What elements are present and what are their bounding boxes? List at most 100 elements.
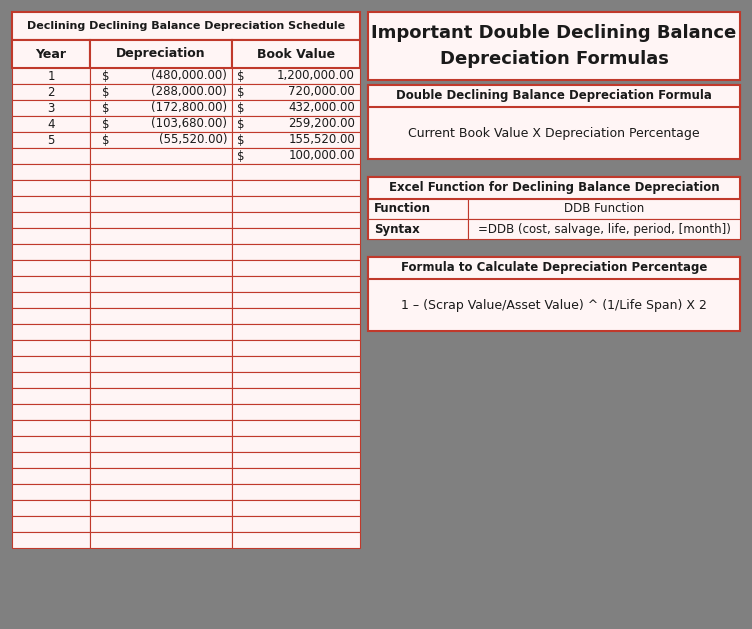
Bar <box>90 532 232 548</box>
Text: $: $ <box>237 86 244 99</box>
Text: $: $ <box>237 118 244 130</box>
Bar <box>90 516 232 532</box>
Text: Book Value: Book Value <box>257 48 335 60</box>
Text: (55,520.00): (55,520.00) <box>159 133 227 147</box>
Bar <box>368 12 740 80</box>
Text: Depreciation: Depreciation <box>117 48 206 60</box>
Text: $: $ <box>237 133 244 147</box>
Bar <box>232 516 360 532</box>
Text: $: $ <box>102 133 110 147</box>
Bar <box>232 196 360 212</box>
Text: Syntax: Syntax <box>374 223 420 235</box>
Text: 1: 1 <box>47 69 55 82</box>
Bar <box>12 372 90 388</box>
Text: 1,200,000.00: 1,200,000.00 <box>277 69 355 82</box>
Bar <box>90 292 232 308</box>
Bar <box>232 100 360 116</box>
Text: $: $ <box>102 101 110 114</box>
Bar <box>232 260 360 276</box>
Text: Year: Year <box>35 48 66 60</box>
Bar <box>12 532 90 548</box>
Bar <box>90 40 232 68</box>
Text: Excel Function for Declining Balance Depreciation: Excel Function for Declining Balance Dep… <box>389 182 720 194</box>
Bar <box>232 468 360 484</box>
Bar <box>90 468 232 484</box>
Bar <box>90 228 232 244</box>
Bar <box>12 500 90 516</box>
Text: $: $ <box>102 86 110 99</box>
Bar <box>232 372 360 388</box>
Text: Function: Function <box>374 203 431 216</box>
Bar <box>12 100 90 116</box>
Text: 2: 2 <box>47 86 55 99</box>
Bar <box>12 340 90 356</box>
Text: Double Declining Balance Depreciation Formula: Double Declining Balance Depreciation Fo… <box>396 89 712 103</box>
Bar <box>468 219 740 239</box>
Bar <box>90 276 232 292</box>
Bar <box>90 196 232 212</box>
Bar <box>12 388 90 404</box>
Text: 259,200.00: 259,200.00 <box>288 118 355 130</box>
Text: 720,000.00: 720,000.00 <box>288 86 355 99</box>
Bar <box>232 340 360 356</box>
Text: 432,000.00: 432,000.00 <box>288 101 355 114</box>
Bar <box>12 164 90 180</box>
Text: $: $ <box>237 150 244 162</box>
Bar <box>12 212 90 228</box>
Bar <box>368 85 740 107</box>
Text: $: $ <box>102 118 110 130</box>
Text: 5: 5 <box>47 133 55 147</box>
Text: Formula to Calculate Depreciation Percentage: Formula to Calculate Depreciation Percen… <box>401 262 707 274</box>
Text: 3: 3 <box>47 101 55 114</box>
Bar <box>232 68 360 84</box>
Text: Important Double Declining Balance
Depreciation Formulas: Important Double Declining Balance Depre… <box>371 25 737 67</box>
Bar <box>232 180 360 196</box>
Text: =DDB (cost, salvage, life, period, [month]): =DDB (cost, salvage, life, period, [mont… <box>478 223 730 235</box>
Bar <box>90 84 232 100</box>
Bar <box>232 532 360 548</box>
Bar <box>12 468 90 484</box>
Bar <box>232 484 360 500</box>
Bar <box>12 356 90 372</box>
Bar <box>232 292 360 308</box>
Bar <box>90 212 232 228</box>
Bar <box>90 388 232 404</box>
Bar <box>232 40 360 68</box>
Bar <box>12 116 90 132</box>
Text: (480,000.00): (480,000.00) <box>151 69 227 82</box>
Bar <box>232 276 360 292</box>
Bar <box>90 372 232 388</box>
Bar <box>12 196 90 212</box>
Bar <box>12 260 90 276</box>
Text: 4: 4 <box>47 118 55 130</box>
Bar <box>12 452 90 468</box>
Bar <box>12 180 90 196</box>
Bar <box>232 420 360 436</box>
Bar <box>90 132 232 148</box>
Bar <box>232 452 360 468</box>
Bar <box>90 484 232 500</box>
Bar <box>232 308 360 324</box>
Bar <box>12 244 90 260</box>
Bar <box>12 324 90 340</box>
Text: 100,000.00: 100,000.00 <box>288 150 355 162</box>
Bar <box>368 177 740 199</box>
Bar <box>12 404 90 420</box>
Bar <box>90 180 232 196</box>
Bar <box>12 228 90 244</box>
Bar <box>232 404 360 420</box>
Text: DDB Function: DDB Function <box>564 203 644 216</box>
Text: $: $ <box>237 69 244 82</box>
Bar <box>90 420 232 436</box>
Bar <box>232 436 360 452</box>
Bar <box>12 420 90 436</box>
Bar <box>90 260 232 276</box>
Bar <box>90 148 232 164</box>
Bar <box>12 12 360 40</box>
Bar <box>12 40 90 68</box>
Bar <box>468 199 740 219</box>
Text: Current Book Value X Depreciation Percentage: Current Book Value X Depreciation Percen… <box>408 126 700 140</box>
Bar <box>90 308 232 324</box>
Bar <box>232 500 360 516</box>
Bar <box>232 356 360 372</box>
